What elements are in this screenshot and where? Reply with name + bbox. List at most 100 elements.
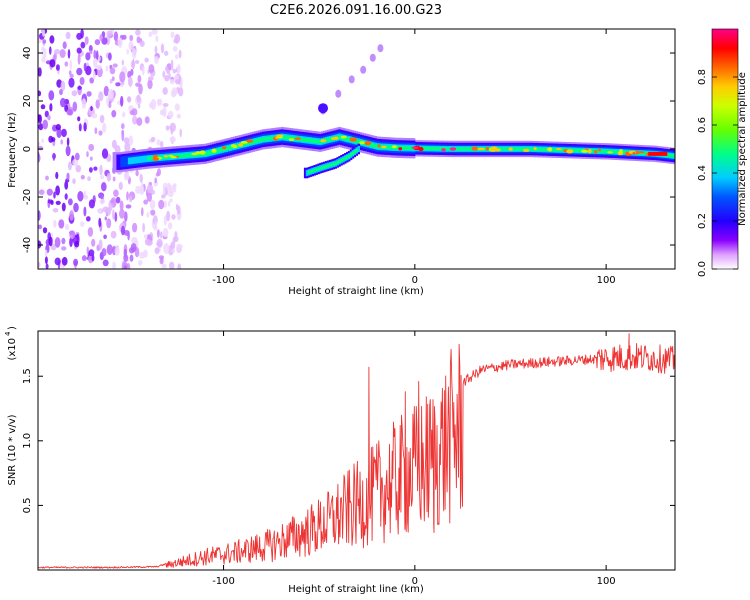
trace-green-core (447, 147, 450, 151)
noise-speckle (41, 138, 44, 144)
trace-green-core (424, 146, 427, 151)
noise-speckle (55, 64, 60, 71)
descending-core (309, 170, 313, 174)
noise-speckle (164, 50, 169, 56)
descending-core (349, 153, 353, 157)
noise-speckle (42, 227, 48, 234)
descending-outer (303, 167, 307, 179)
noise-speckle (46, 188, 53, 196)
noise-speckle (79, 77, 85, 85)
descending-cyan (305, 169, 309, 177)
trace-peak-blob (494, 148, 501, 152)
trace-green-core (246, 141, 249, 146)
noise-speckle (91, 238, 96, 247)
noise-speckle (147, 79, 153, 90)
noise-speckle (61, 256, 68, 266)
noise-speckle (55, 171, 59, 180)
noise-speckle (109, 78, 113, 84)
noise-speckle (127, 76, 133, 87)
noise-speckle (88, 199, 95, 209)
trace-green-core (177, 154, 181, 158)
descending-core (323, 165, 326, 169)
trace-green-core (506, 147, 510, 151)
noise-speckle (156, 139, 161, 146)
trace-peak-blob (637, 151, 645, 154)
noise-speckle (123, 229, 130, 236)
colorbar-gradient (711, 28, 739, 270)
trace-green-core (514, 147, 517, 151)
noise-speckle (80, 41, 86, 49)
trace-green-core (221, 147, 225, 152)
noise-speckle (54, 49, 61, 55)
noise-speckle (174, 103, 180, 112)
noise-speckle (127, 71, 132, 79)
noise-speckle (56, 127, 62, 139)
noise-speckle (108, 102, 112, 109)
spectrogram-y-tick-label: 0 (22, 146, 33, 152)
noise-speckle (172, 248, 175, 254)
spectrogram-y-tick-label: -40 (22, 237, 33, 253)
noise-speckle (106, 96, 110, 106)
trace-blue-band (124, 156, 127, 167)
noise-speckle (142, 222, 146, 233)
noise-speckle (156, 238, 163, 248)
noise-speckle (155, 35, 159, 43)
descending-core (355, 149, 358, 152)
noise-speckle (83, 122, 87, 132)
trace-green-core (355, 139, 358, 144)
noise-speckle (81, 255, 87, 262)
noise-speckle (86, 216, 91, 222)
trace-green-core (183, 153, 186, 158)
noise-speckle (135, 82, 141, 87)
trace-green-core (269, 136, 272, 141)
trace-green-core (187, 153, 190, 158)
trace-green-core (552, 148, 556, 152)
descending-core (321, 166, 324, 170)
trace-green-core (673, 154, 675, 158)
noise-speckle (38, 90, 42, 97)
trace-peak-blob (170, 156, 177, 159)
trace-green-core (357, 139, 360, 144)
trace-peak-blob (619, 149, 623, 154)
trace-green-core (432, 146, 435, 151)
trace-green-core (263, 137, 267, 141)
noise-speckle-layer (38, 29, 184, 269)
trace-green-core (604, 149, 607, 154)
trace-green-core (162, 155, 165, 160)
snr-y-axis: 0.5 1.0 1.5 (22, 368, 675, 513)
noise-speckle (103, 234, 107, 239)
noise-speckle (150, 209, 156, 216)
trace-green-core (470, 147, 473, 151)
colorbar-label: Normalized spectral amplitude (737, 72, 748, 226)
noise-speckle (49, 46, 52, 55)
trace-blue-band (122, 156, 125, 167)
trace-green-core (445, 147, 448, 151)
noise-speckle (102, 122, 107, 133)
trace-green-core (590, 149, 594, 153)
noise-speckle (146, 184, 154, 194)
trace-peak-blob (349, 137, 357, 142)
noise-speckle (83, 62, 87, 72)
noise-speckle (86, 91, 92, 97)
trace-green-core (531, 147, 534, 151)
trace-halo (112, 152, 116, 173)
snr-x-tick-label: -100 (212, 576, 235, 587)
noise-speckle (166, 68, 171, 75)
noise-speckle (67, 49, 71, 59)
trace-peak-blob (449, 147, 457, 151)
noise-speckle (90, 105, 93, 112)
trace-peak-blob (199, 150, 206, 155)
noise-speckle (64, 180, 69, 190)
trace-green-core (602, 149, 605, 153)
trace-peak-blob (377, 144, 381, 148)
noise-speckle (51, 137, 56, 142)
noise-speckle (112, 261, 116, 269)
noise-speckle (144, 57, 149, 63)
noise-speckle (166, 210, 171, 222)
trace-green-core (529, 147, 533, 151)
trace-green-core (288, 136, 292, 140)
trace-peak-blob (587, 149, 592, 154)
noise-speckle (47, 199, 54, 204)
noise-speckle (95, 64, 102, 71)
trace-green-core (504, 147, 508, 151)
